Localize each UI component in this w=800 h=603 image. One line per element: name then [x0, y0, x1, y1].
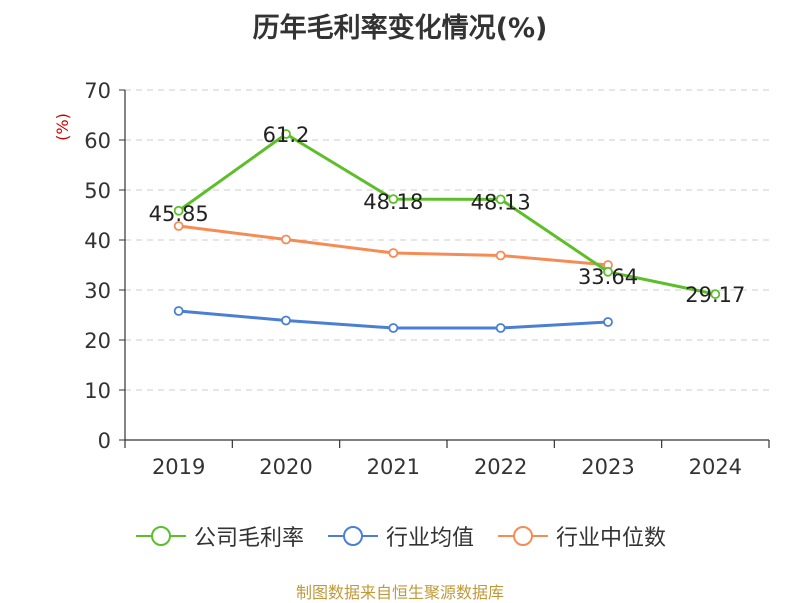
- y-tick-label: 30: [84, 279, 111, 303]
- data-point: [388, 248, 399, 258]
- x-tick-label: 2019: [152, 455, 205, 479]
- legend-label: 行业均值: [385, 526, 474, 551]
- legend-label: 行业中位数: [556, 526, 667, 551]
- legend: 公司毛利率 行业均值 行业中位数: [0, 520, 800, 552]
- data-label: 29.17: [685, 283, 745, 307]
- data-point: [495, 194, 506, 205]
- data-point: [495, 323, 506, 333]
- data-point: [281, 315, 291, 326]
- legend-item[interactable]: 公司毛利率: [134, 520, 304, 552]
- data-point: [603, 266, 613, 277]
- legend-marker: [513, 526, 533, 546]
- series-lines: [173, 129, 721, 333]
- chart-title: 历年毛利率变化情况(%): [252, 13, 548, 44]
- source-note: 制图数据来自恒生聚源数据库: [295, 583, 504, 602]
- grid-lines: [125, 89, 769, 391]
- data-point: [603, 317, 613, 327]
- data-point: [495, 250, 506, 261]
- data-label: 33.64: [578, 265, 638, 289]
- data-labels: 45.85 61.2 48.18 48.13 33.64 29.17: [149, 123, 746, 307]
- legend-swatch: [327, 526, 378, 546]
- y-tick-label: 0: [98, 429, 111, 453]
- data-point: [388, 194, 399, 205]
- y-axis-label: (%): [53, 113, 72, 141]
- data-point: [710, 289, 721, 300]
- series-line: [177, 132, 716, 296]
- y-tick-label: 70: [84, 79, 111, 103]
- x-tick-label: 2023: [581, 455, 634, 479]
- y-tick-label: 20: [84, 329, 111, 353]
- data-point: [388, 323, 399, 333]
- y-tick-label: 10: [84, 379, 111, 403]
- legend-swatch: [498, 526, 548, 546]
- x-tick-label: 2021: [367, 455, 420, 479]
- y-tick-label: 60: [84, 129, 111, 153]
- y-tick-label: 40: [84, 229, 111, 253]
- legend-marker: [342, 526, 363, 546]
- data-point: [173, 205, 184, 216]
- legend-marker: [150, 526, 171, 546]
- axes: 0 10 20 30 40 50 60 70 2019 2020 2021 2022 2023 2024: [84, 79, 770, 479]
- x-tick-label: 2020: [259, 455, 312, 479]
- x-tick-label: 2022: [474, 455, 527, 479]
- data-label: 45.85: [149, 202, 209, 226]
- x-tick-label: 2024: [689, 455, 742, 479]
- legend-item[interactable]: 行业均值: [326, 520, 474, 552]
- legend-item[interactable]: 行业中位数: [496, 520, 666, 552]
- data-label: 48.13: [471, 190, 531, 214]
- legend-label: 公司毛利率: [193, 526, 304, 551]
- y-tick-label: 50: [84, 179, 111, 203]
- series-line: [178, 224, 609, 267]
- legend-swatch: [135, 526, 186, 546]
- data-label: 48.18: [363, 190, 423, 214]
- data-label: 61.2: [263, 123, 310, 147]
- data-point: [281, 234, 291, 245]
- data-point: [173, 221, 184, 231]
- data-point: [281, 129, 291, 139]
- data-point: [173, 306, 184, 316]
